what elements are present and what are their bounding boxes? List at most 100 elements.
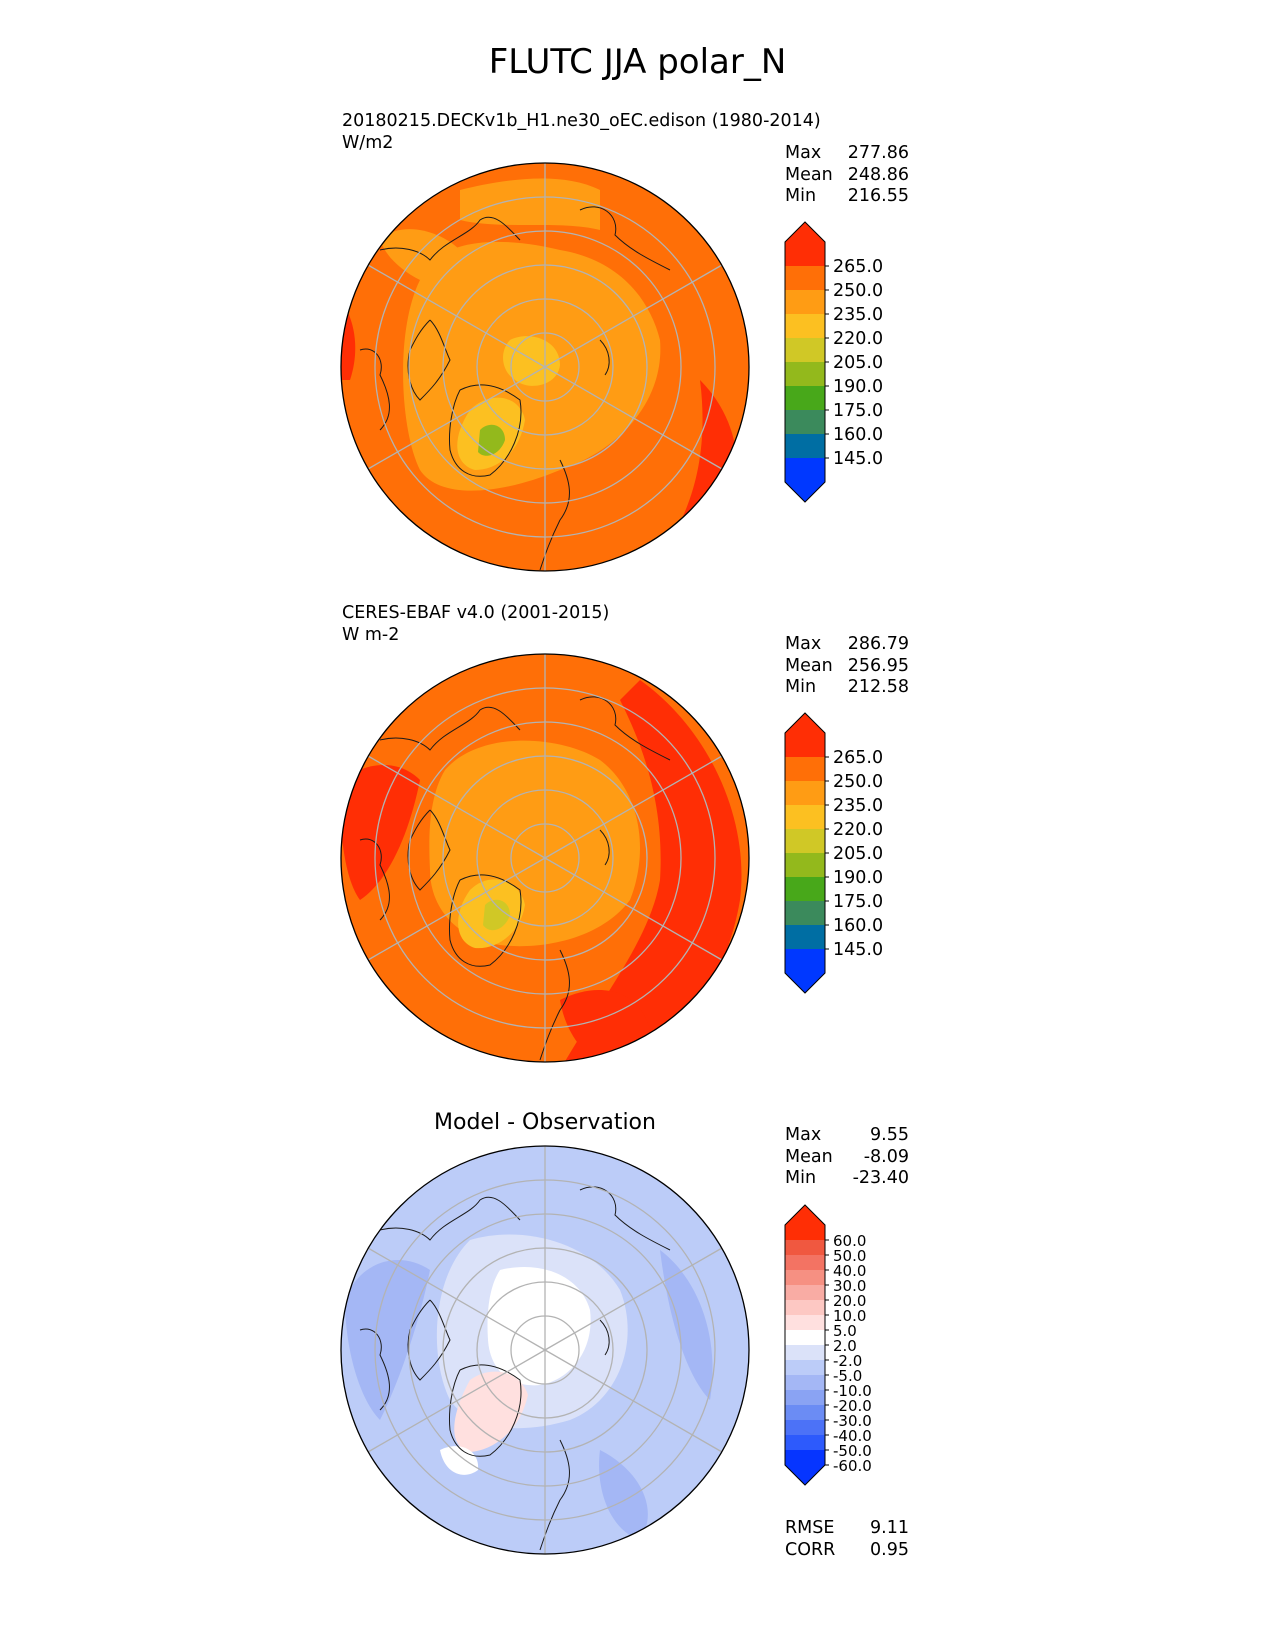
colorbar-segment [785, 757, 825, 782]
map-coastlines [359, 206, 671, 571]
stat-value: 256.95 [847, 655, 909, 676]
colorbar-segment [785, 1420, 825, 1436]
colorbar-segment [785, 458, 825, 483]
colorbar-tick-label: -2.0 [833, 1352, 862, 1370]
stat-value: 286.79 [847, 634, 909, 654]
colorbar-tick-label: 145.0 [833, 940, 883, 960]
panel-test-units: W/m2 [342, 133, 394, 153]
map-gridlines [367, 163, 723, 571]
colorbar-tick-label: 220.0 [833, 820, 883, 840]
stat-label: Min [785, 677, 817, 697]
stat-label: Max [785, 634, 822, 654]
colorbar-tick-label: 145.0 [833, 449, 883, 469]
colorbar-tick-label: 40.0 [833, 1262, 866, 1280]
stat-max: Max 286.79 [785, 634, 909, 656]
colorbar-tick-label: -20.0 [833, 1397, 872, 1415]
colorbar-segment [785, 1375, 825, 1391]
stat-value: 216.55 [847, 186, 909, 206]
colorbar-tick-label: 175.0 [833, 401, 883, 421]
panel-test-stats: Max 277.86 Mean 248.86 Min 216.55 [785, 143, 909, 208]
stat-label: Mean [785, 164, 833, 185]
colorbar-extend-min [785, 482, 825, 502]
colorbar-tick-label: 2.0 [833, 1337, 857, 1355]
colorbar-segment [785, 949, 825, 974]
colorbar-swatches [784, 712, 826, 994]
panel-reference-title: CERES-EBAF v4.0 (2001-2015) W m-2 [342, 602, 609, 646]
colorbar-tick-label: 160.0 [833, 425, 883, 445]
colorbar-extend-max [785, 713, 825, 733]
colorbar-swatches [784, 1204, 826, 1486]
stat-label: Max [785, 1125, 822, 1145]
colorbar-tick-label: -5.0 [833, 1367, 862, 1385]
map-coastlines [359, 696, 671, 1061]
stat-label: Mean [785, 1146, 833, 1167]
colorbar-tick-label: 220.0 [833, 329, 883, 349]
stat-value: 248.86 [847, 164, 909, 185]
stat-min: Min -23.40 [785, 1168, 909, 1190]
figure-title: FLUTC JJA polar_N [488, 42, 787, 82]
colorbar-tick-labels: 265.0 250.0 235.0 220.0 205.0 190.0 175.0 160.0… [825, 748, 883, 960]
stat-max: Max 9.55 [785, 1125, 909, 1147]
colorbar-segment [785, 1450, 825, 1466]
colorbar-tick-label: 265.0 [833, 748, 883, 768]
colorbar-extend-min [785, 973, 825, 993]
colorbar-tick-label: -30.0 [833, 1412, 872, 1430]
map-boundary [340, 1145, 750, 1555]
stat-value: 9.55 [870, 1125, 909, 1145]
colorbar-swatches [784, 221, 826, 503]
colorbar-segment [785, 1405, 825, 1421]
colorbar-segment [785, 1360, 825, 1376]
stat-max: Max 277.86 [785, 143, 909, 165]
colorbar-segment [785, 925, 825, 950]
colorbar-segment [785, 1300, 825, 1316]
colorbar-tick-labels: 60.050.040.030.020.010.05.02.0-2.0-5.0-1… [825, 1232, 872, 1475]
metric-label: RMSE [785, 1518, 835, 1538]
stat-min: Min 212.58 [785, 677, 909, 699]
colorbar-tick-label: 235.0 [833, 796, 883, 816]
colorbar-segment [785, 1330, 825, 1346]
stat-mean: Mean 256.95 [785, 656, 909, 678]
metric-label: CORR [785, 1539, 836, 1560]
colorbar-segment [785, 338, 825, 363]
stat-value: 212.58 [847, 677, 909, 697]
panel-difference-colorbar: 60.050.040.030.020.010.05.02.0-2.0-5.0-1… [784, 1204, 872, 1486]
colorbar-tick-label: 30.0 [833, 1277, 866, 1295]
colorbar-tick-label: 50.0 [833, 1247, 866, 1265]
colorbar-tick-label: -50.0 [833, 1442, 872, 1460]
metric-value: 0.95 [870, 1539, 909, 1560]
panel-reference-stats: Max 286.79 Mean 256.95 Min 212.58 [785, 634, 909, 699]
stat-mean: Mean 248.86 [785, 165, 909, 187]
colorbar-segment [785, 781, 825, 806]
colorbar-tick-label: -10.0 [833, 1382, 872, 1400]
colorbar-tick-label: 5.0 [833, 1322, 857, 1340]
colorbar-tick-label: 60.0 [833, 1232, 866, 1250]
colorbar-segment [785, 1390, 825, 1406]
panel-test-title-line1: 20180215.DECKv1b_H1.ne30_oEC.edison (198… [342, 111, 821, 131]
colorbar-segment [785, 877, 825, 902]
stat-mean: Mean -8.09 [785, 1147, 909, 1169]
colorbar-segment [785, 1225, 825, 1241]
colorbar-tick-label: 10.0 [833, 1307, 866, 1325]
stat-min: Min 216.55 [785, 186, 909, 208]
colorbar-segment [785, 805, 825, 830]
colorbar-segment [785, 1435, 825, 1451]
colorbar-extend-max [785, 222, 825, 242]
stat-label: Min [785, 1168, 817, 1188]
colorbar-segment [785, 853, 825, 878]
colorbar-segment [785, 362, 825, 387]
colorbar-segment [785, 290, 825, 315]
stat-label: Max [785, 143, 822, 163]
colorbar-segment [785, 901, 825, 926]
map-gridlines [367, 654, 723, 1062]
colorbar-extend-min [785, 1465, 825, 1485]
colorbar-segment [785, 1315, 825, 1331]
colorbar-outline [784, 712, 826, 994]
colorbar-tick-label: 20.0 [833, 1292, 866, 1310]
colorbar-segment [785, 266, 825, 291]
colorbar-tick-label: 250.0 [833, 772, 883, 792]
panel-difference-title: Model - Observation [434, 1110, 656, 1135]
colorbar-segment [785, 314, 825, 339]
